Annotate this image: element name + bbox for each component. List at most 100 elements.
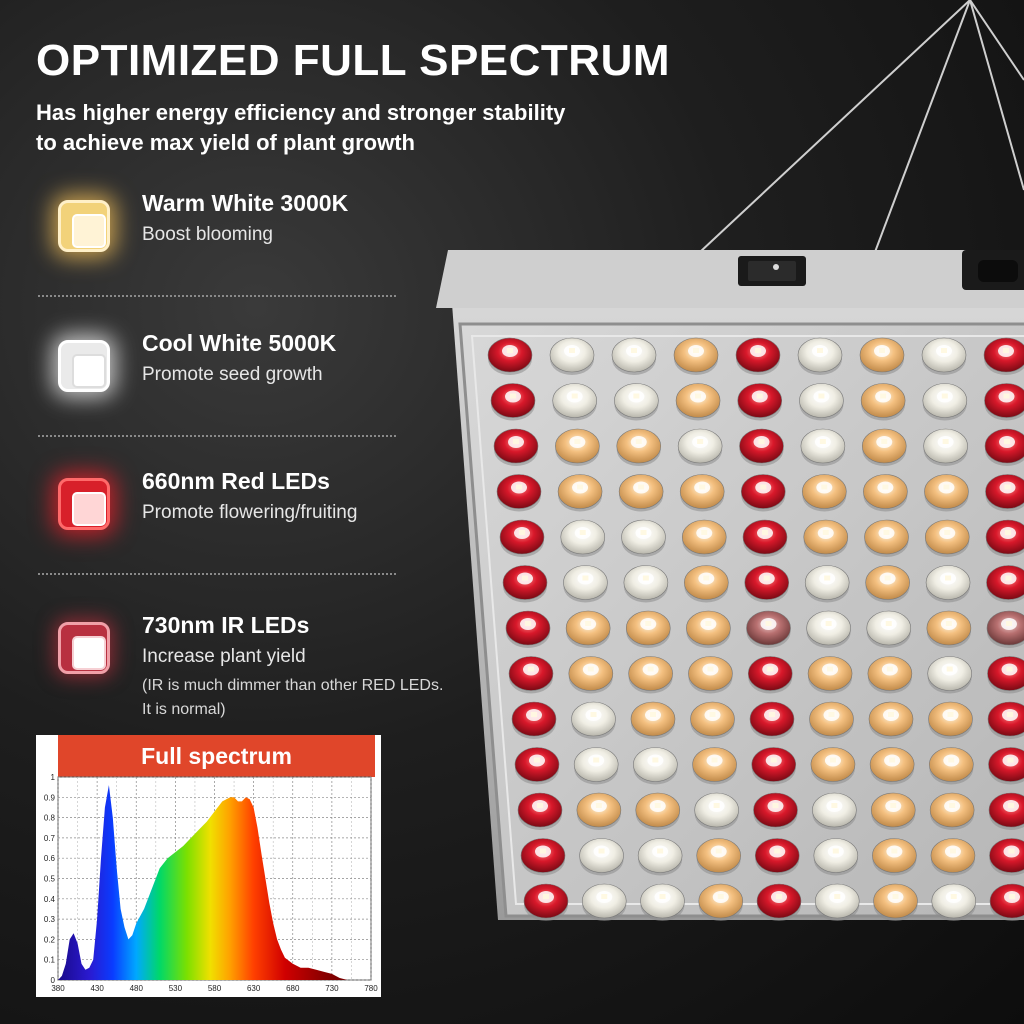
cool-white-led: [552, 383, 597, 421]
warm-white-led: [555, 428, 600, 466]
y-tick-label: 0.4: [44, 895, 56, 904]
warm-white-led: [929, 747, 974, 785]
divider: [38, 435, 396, 437]
feature-desc: Boost blooming: [142, 224, 273, 245]
feature-desc: Promote seed growth: [142, 364, 323, 385]
cool-white-led: [925, 565, 971, 603]
warm-white-led: [630, 701, 676, 739]
red-led: [984, 428, 1024, 466]
feature-note: (IR is much dimmer than other RED LEDs. …: [142, 674, 472, 722]
cool-white-led: [800, 428, 846, 466]
cool-white-led: [573, 747, 619, 785]
red-led: [754, 838, 800, 876]
red-led: [751, 747, 797, 785]
warm-white-led: [684, 565, 729, 603]
led-grow-light-panel: [436, 250, 1024, 930]
ir-led-icon: [58, 622, 110, 674]
cool-white-led: [563, 565, 608, 603]
cool-white-led: [927, 656, 972, 694]
cool-white-led: [637, 838, 683, 876]
panel-top-edge: [436, 250, 1024, 308]
red-led-icon: [58, 478, 110, 530]
red-led: [735, 337, 781, 375]
chart-title: Full spectrum: [58, 735, 375, 777]
cool-white-led: [812, 792, 857, 830]
cool-white-led: [579, 838, 624, 876]
red-led: [740, 474, 786, 512]
divider: [38, 295, 396, 297]
y-tick-label: 0: [51, 976, 56, 985]
y-tick-label: 1: [51, 773, 56, 782]
feature-name: Cool White 5000K: [142, 330, 337, 356]
red-led: [496, 474, 542, 512]
warm-white-led: [861, 428, 907, 466]
warm-white-led: [568, 656, 614, 694]
x-tick-label: 430: [90, 984, 104, 993]
ir-led: [746, 610, 791, 648]
subtitle-line-2: to achieve max yield of plant growth: [36, 130, 415, 155]
cool-white-led: [560, 519, 606, 557]
red-led: [490, 383, 536, 421]
warm-white-led: [807, 656, 853, 694]
cool-white-led: [922, 383, 968, 421]
cool-white-led: [611, 337, 657, 375]
x-tick-label: 380: [51, 984, 65, 993]
cool-white-led: [797, 337, 843, 375]
page-subtitle: Has higher energy efficiency and stronge…: [36, 98, 636, 158]
led-panel-graphic: [436, 250, 1024, 921]
warm-white-led: [618, 474, 664, 512]
cool-white-led: [921, 337, 967, 375]
warm-white-led: [696, 838, 741, 876]
x-tick-label: 780: [364, 984, 378, 993]
note-line-2: It is normal): [142, 701, 226, 718]
y-tick-label: 0.9: [44, 793, 56, 802]
red-led: [520, 838, 566, 876]
y-tick-label: 0.8: [44, 814, 56, 823]
red-led: [987, 656, 1024, 694]
red-led: [742, 519, 788, 557]
x-tick-label: 480: [130, 984, 144, 993]
y-tick-label: 0.1: [44, 956, 56, 965]
warm-white-led: [924, 474, 969, 512]
cool-white-led: [814, 883, 860, 921]
cool-white-led: [866, 610, 912, 648]
cool-white-led: [813, 838, 859, 876]
page-title: OPTIMIZED FULL SPECTRUM: [36, 36, 671, 85]
y-tick-label: 0.6: [44, 854, 56, 863]
warm-white-led: [625, 610, 671, 648]
red-led: [756, 883, 802, 921]
red-led: [985, 519, 1024, 557]
ir-led: [986, 610, 1024, 648]
spectrum-plot: 380 430 480 530 580 630 680 730 780 0 0.1 0.2 0.3 0.4…: [44, 773, 378, 993]
cool-white-led: [633, 747, 678, 785]
spectrum-area-series-0: [58, 785, 348, 980]
red-led: [739, 428, 784, 466]
cool-white-led: [614, 383, 659, 421]
x-tick-label: 580: [208, 984, 222, 993]
red-led: [502, 565, 548, 603]
warm-white-led: [929, 792, 975, 830]
red-led: [744, 565, 790, 603]
x-tick-label: 630: [247, 984, 261, 993]
cool-white-led: [623, 565, 669, 603]
feature-name: 660nm Red LEDs: [142, 468, 330, 494]
spectrum-chart: Full spectrum 380 430 480 530 580 630 680 730 78…: [36, 735, 381, 997]
cool-white-led: [677, 428, 723, 466]
feature-desc: Increase plant yield: [142, 646, 306, 667]
cool-white-led: [806, 610, 851, 648]
red-led: [493, 428, 539, 466]
red-led: [523, 883, 569, 921]
red-led: [989, 838, 1024, 876]
warm-white-led: [681, 519, 727, 557]
red-led: [747, 656, 793, 694]
warm-white-led: [865, 565, 910, 603]
feature-name: Warm White 3000K: [142, 190, 349, 216]
red-led: [753, 792, 798, 830]
cool-white-led: [923, 428, 968, 466]
red-led: [983, 337, 1024, 375]
red-led: [487, 337, 533, 375]
cool-white-led-icon: [58, 340, 110, 392]
red-led: [986, 565, 1024, 603]
warm-white-led: [868, 701, 914, 739]
warm-white-led: [930, 838, 976, 876]
